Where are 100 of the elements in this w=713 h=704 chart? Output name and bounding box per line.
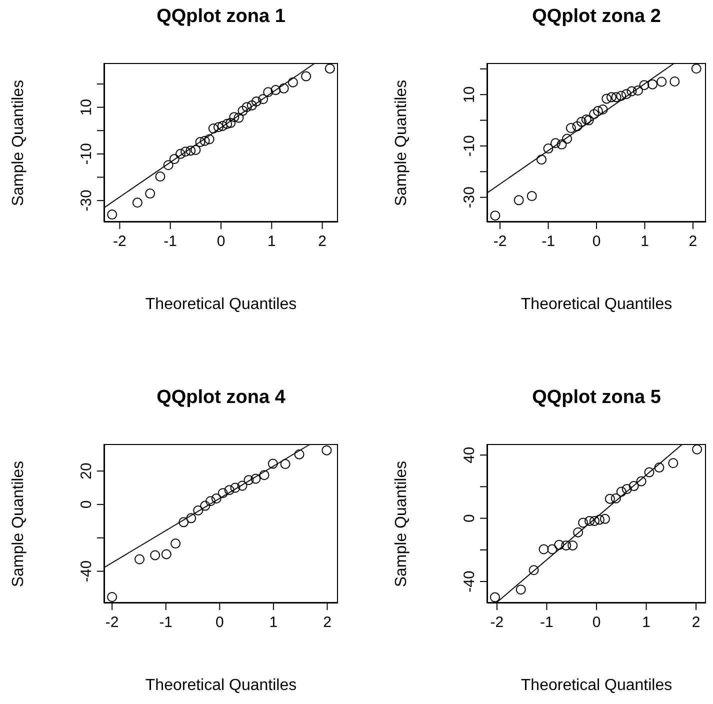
- point: [590, 516, 600, 526]
- point: [626, 86, 637, 96]
- point: [568, 540, 578, 550]
- point: [132, 198, 142, 208]
- y-tick-label: -30: [461, 186, 478, 208]
- point: [270, 85, 281, 96]
- point: [543, 144, 554, 154]
- point: [644, 467, 654, 478]
- chart-title: QQplot zona 1: [156, 6, 286, 28]
- y-tick-label: 10: [461, 86, 478, 103]
- x-tick-label: -2: [490, 614, 504, 631]
- point: [554, 540, 564, 550]
- point: [606, 92, 616, 102]
- x-tick-label: 1: [640, 233, 649, 250]
- point: [150, 550, 160, 560]
- point: [322, 445, 332, 456]
- x-tick-label: 2: [688, 233, 698, 250]
- point: [584, 516, 595, 526]
- point: [186, 146, 196, 156]
- x-axis-title: Theoretical Quantiles: [520, 296, 674, 314]
- point: [107, 210, 118, 220]
- y-tick-label: 0: [461, 514, 478, 522]
- point: [639, 80, 650, 90]
- point: [211, 493, 222, 504]
- y-axis-title: Sample Quantiles: [393, 78, 411, 208]
- point: [670, 76, 680, 86]
- point: [200, 500, 210, 511]
- x-axis-title: Theoretical Quantiles: [144, 296, 298, 314]
- y-tick-label: -10: [461, 135, 478, 157]
- point: [547, 544, 558, 554]
- point: [161, 549, 172, 560]
- point: [611, 92, 622, 102]
- point: [224, 485, 234, 496]
- point: [186, 513, 196, 524]
- y-tick-label: -10: [78, 143, 95, 165]
- x-tick-label: 2: [318, 233, 326, 250]
- x-axis-title: Theoretical Quantiles: [144, 677, 298, 695]
- y-tick-label: -40: [461, 570, 478, 592]
- y-tick-label: -30: [78, 190, 95, 212]
- point: [193, 505, 204, 516]
- point: [301, 71, 312, 82]
- point: [278, 83, 289, 94]
- point: [238, 106, 248, 116]
- x-axis-title: Theoretical Quantiles: [520, 677, 674, 695]
- point: [145, 188, 156, 199]
- point: [222, 118, 232, 129]
- point: [516, 584, 526, 595]
- point: [107, 592, 118, 602]
- point: [622, 484, 632, 494]
- point: [562, 134, 572, 144]
- x-tick-label: -1: [164, 233, 178, 250]
- point: [258, 94, 268, 104]
- point: [610, 493, 621, 504]
- point: [242, 102, 252, 112]
- point: [250, 474, 261, 484]
- x-tick-label: 0: [216, 233, 226, 250]
- point: [636, 476, 646, 486]
- point: [550, 138, 560, 148]
- point: [604, 494, 615, 504]
- x-tick-label: 0: [592, 233, 601, 250]
- y-tick-label: 10: [78, 98, 95, 116]
- point: [226, 118, 236, 128]
- point: [538, 544, 549, 554]
- point: [536, 154, 547, 165]
- point: [656, 76, 667, 87]
- point: [573, 527, 584, 538]
- point: [230, 482, 240, 493]
- point: [280, 459, 290, 470]
- y-axis-title: Sample Quantiles: [393, 459, 411, 589]
- point: [589, 109, 600, 120]
- point: [528, 565, 539, 576]
- point: [218, 120, 228, 131]
- point: [234, 112, 244, 123]
- y-tick-label: 0: [78, 500, 95, 509]
- point: [237, 480, 248, 491]
- point: [200, 136, 210, 146]
- point: [691, 64, 702, 74]
- point: [556, 139, 567, 150]
- point: [572, 121, 582, 132]
- x-tick-label: -2: [493, 233, 507, 250]
- point: [602, 94, 612, 104]
- y-axis-title: Sample Quantiles: [10, 459, 28, 589]
- point: [526, 191, 537, 202]
- point: [190, 144, 201, 155]
- point: [654, 462, 664, 473]
- y-tick-label: -40: [78, 560, 95, 582]
- point: [621, 89, 632, 100]
- x-tick-label: 1: [267, 233, 276, 250]
- x-tick-label: -2: [105, 614, 119, 631]
- point: [324, 64, 335, 74]
- point: [259, 470, 270, 480]
- point: [213, 122, 224, 132]
- point: [616, 486, 626, 497]
- x-tick-label: 0: [592, 614, 601, 631]
- point: [598, 104, 608, 114]
- x-tick-label: 0: [215, 614, 224, 631]
- point: [206, 496, 216, 506]
- point: [178, 517, 189, 528]
- point: [244, 475, 254, 486]
- point: [600, 514, 610, 524]
